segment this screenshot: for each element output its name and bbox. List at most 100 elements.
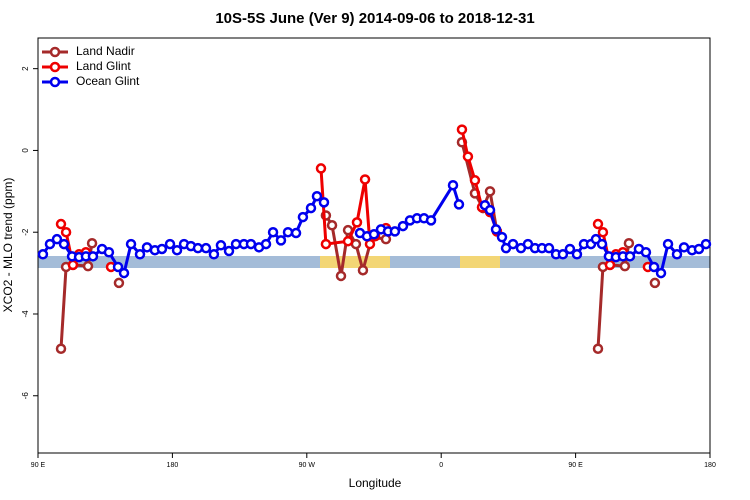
data-point: [192, 242, 204, 254]
y-tick-label: -2: [21, 228, 30, 236]
data-point: [640, 246, 652, 258]
data-point: [678, 242, 690, 253]
data-point: [447, 179, 459, 191]
data-point: [113, 277, 125, 289]
data-point: [60, 226, 72, 238]
data-point: [335, 270, 347, 282]
data-point: [320, 238, 332, 250]
legend-label: Ocean Glint: [76, 74, 140, 88]
data-point: [648, 261, 660, 273]
data-point: [496, 231, 508, 243]
data-point: [171, 244, 183, 256]
data-point: [156, 243, 168, 255]
y-axis-label: XCO2 - MLO trend (ppm): [1, 178, 15, 313]
data-point: [297, 211, 309, 223]
data-point: [315, 163, 327, 174]
data-point: [368, 229, 380, 240]
legend-marker: [49, 46, 61, 58]
band-land: [460, 256, 500, 268]
data-point: [462, 151, 474, 162]
data-point: [624, 251, 636, 262]
data-point: [87, 251, 99, 262]
data-point: [200, 242, 212, 254]
chart-title: 10S-5S June (Ver 9) 2014-09-06 to 2018-1…: [215, 10, 534, 27]
data-point: [619, 260, 631, 272]
data-point: [223, 245, 235, 257]
data-point: [357, 264, 369, 276]
data-point: [118, 267, 130, 279]
x-tick-label: 180: [704, 462, 716, 469]
data-point: [623, 238, 635, 249]
x-axis-label: Longitude: [349, 476, 402, 490]
band-ocean: [390, 256, 460, 268]
data-point: [592, 218, 604, 230]
data-point: [260, 238, 272, 250]
y-tick-label: 0: [21, 148, 30, 153]
data-point: [456, 124, 468, 135]
data-point: [596, 238, 608, 250]
x-tick-label: 90 W: [299, 462, 316, 469]
data-point: [649, 277, 661, 289]
data-point: [425, 215, 437, 226]
data-point: [359, 174, 371, 185]
data-point: [592, 343, 604, 354]
data-point: [604, 259, 616, 271]
data-point: [164, 238, 176, 250]
data-point: [469, 175, 481, 186]
data-point: [305, 202, 317, 214]
data-point: [671, 249, 683, 260]
y-tick-label: 2: [21, 66, 30, 71]
data-point: [564, 243, 576, 255]
data-point: [112, 261, 124, 273]
data-point: [282, 226, 294, 238]
data-point: [389, 226, 401, 237]
data-point: [557, 249, 569, 260]
data-point: [484, 204, 496, 216]
y-tick-label: -6: [21, 392, 30, 400]
x-tick-label: 180: [167, 462, 179, 469]
data-point: [275, 235, 287, 246]
data-point: [55, 218, 67, 230]
data-point: [342, 235, 354, 247]
data-point: [37, 249, 49, 260]
data-point: [311, 190, 323, 202]
data-point: [267, 226, 279, 238]
data-point: [351, 217, 363, 228]
data-point: [490, 224, 502, 235]
data-point: [484, 186, 496, 197]
data-point: [571, 249, 583, 260]
y-tick-label: -4: [21, 310, 30, 318]
data-point: [453, 199, 465, 210]
data-point: [103, 246, 115, 258]
series: [37, 179, 712, 279]
legend-marker: [49, 61, 61, 73]
data-point: [51, 233, 63, 245]
data-point: [125, 238, 137, 250]
data-point: [44, 238, 56, 250]
data-point: [215, 240, 227, 251]
data-point: [134, 249, 146, 260]
band-land: [320, 256, 390, 268]
legend-marker: [49, 76, 61, 88]
data-point: [397, 220, 409, 232]
data-point: [662, 238, 674, 250]
data-point: [86, 238, 98, 249]
x-tick-label: 0: [439, 462, 443, 469]
data-point: [543, 242, 555, 254]
data-point: [507, 238, 519, 250]
data-point: [693, 243, 705, 255]
data-point: [700, 238, 712, 250]
data-point: [82, 260, 94, 272]
data-point: [320, 210, 332, 221]
data-point: [318, 197, 330, 208]
data-point: [326, 220, 338, 231]
data-point: [245, 238, 257, 250]
data-point: [55, 343, 67, 354]
data-point: [655, 267, 667, 279]
x-tick-label: 90 E: [568, 462, 583, 469]
legend-label: Land Nadir: [76, 44, 135, 58]
data-point: [58, 238, 70, 250]
data-point: [290, 227, 302, 239]
data-point: [597, 226, 609, 238]
